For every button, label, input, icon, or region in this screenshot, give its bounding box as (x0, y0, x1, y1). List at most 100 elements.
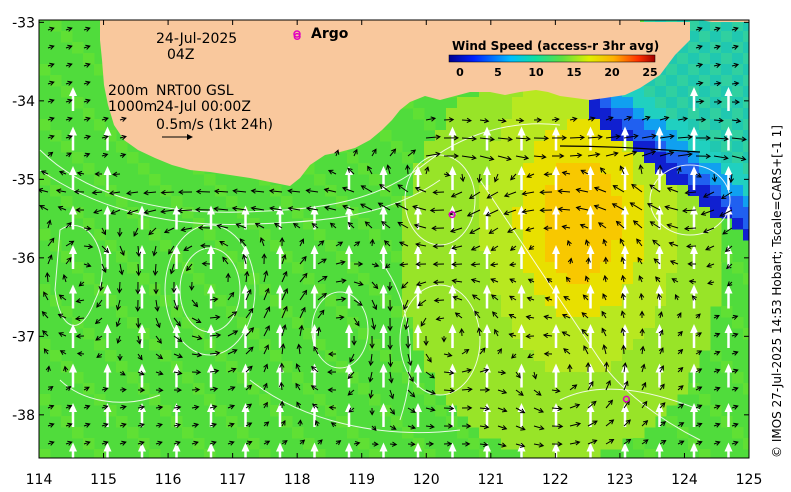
current-arrow (478, 173, 481, 183)
current-arrow (59, 171, 67, 175)
current-arrow (600, 167, 607, 175)
current-arrow-head (211, 440, 217, 446)
current-arrow-head (447, 423, 454, 429)
speed-cell (644, 273, 656, 285)
speed-cell (468, 317, 480, 329)
speed-cell (204, 174, 216, 186)
current-arrow (725, 245, 733, 252)
current-arrow-head (489, 136, 495, 142)
current-arrow-head (222, 256, 228, 262)
wind-arrow-head (655, 166, 664, 175)
speed-cell (424, 361, 436, 373)
speed-cell (369, 394, 381, 406)
current-arrow-head (201, 261, 207, 267)
speed-cell (479, 372, 491, 384)
current-arrow-head (621, 344, 627, 350)
speed-cell (281, 196, 293, 208)
speed-cell (358, 218, 370, 230)
speed-cell (578, 108, 590, 120)
speed-cell (677, 75, 689, 87)
speed-cell (677, 174, 689, 186)
current-arrow-head (335, 440, 342, 446)
wind-arrow-head (483, 324, 491, 333)
speed-cell (523, 339, 535, 351)
speed-cell (633, 119, 645, 131)
current-arrow-head (526, 173, 532, 178)
speed-cell (600, 361, 612, 373)
current-arrow (569, 384, 577, 391)
current-arrow (677, 167, 681, 175)
current-arrow-head (152, 251, 158, 257)
speed-cell (523, 295, 535, 307)
current-arrow-head (671, 278, 677, 283)
current-arrow (425, 136, 440, 139)
current-arrow (245, 289, 252, 301)
speed-cell (545, 416, 557, 428)
current-arrow-head (313, 345, 319, 352)
current-arrow (209, 334, 221, 337)
current-arrow (116, 299, 121, 310)
speed-cell (523, 383, 535, 395)
current-arrow (580, 224, 589, 229)
current-arrow-head (321, 258, 327, 264)
speed-cell (644, 262, 656, 274)
current-arrow-head (152, 270, 159, 276)
speed-cell (523, 240, 535, 252)
wind-arrow-head (414, 245, 422, 254)
current-arrow-head (581, 328, 587, 335)
current-arrow-head (301, 255, 307, 262)
wind-arrow-head (138, 284, 146, 294)
speed-cell (468, 108, 480, 120)
speed-cell (248, 273, 260, 285)
speed-cell (589, 152, 601, 164)
speed-cell (699, 306, 711, 318)
current-arrow-head (518, 117, 525, 123)
current-arrow (245, 403, 252, 409)
current-arrow (178, 209, 193, 212)
speed-cell (655, 350, 667, 362)
current-arrow-head (497, 348, 502, 354)
current-arrow (467, 209, 481, 217)
speed-cell (292, 262, 304, 274)
current-arrow-head (515, 373, 521, 379)
speed-cell (512, 141, 524, 153)
speed-cell (490, 284, 502, 296)
wind-arrow-head (552, 284, 560, 294)
current-arrow-head (340, 296, 347, 302)
current-arrow (83, 263, 91, 267)
current-arrow-head (357, 300, 363, 306)
current-arrow-head (503, 210, 509, 216)
current-arrow-head (235, 223, 241, 228)
current-arrow-head (429, 423, 435, 430)
current-arrow-head (543, 314, 549, 320)
current-arrow-head (281, 324, 287, 330)
current-arrow (335, 316, 344, 319)
wind-arrow-head (586, 205, 595, 215)
current-arrow (622, 293, 625, 301)
current-arrow-head (652, 239, 658, 245)
current-arrow-head (476, 177, 483, 184)
current-arrow (497, 443, 506, 447)
speed-cell (226, 306, 238, 318)
current-arrow-head (398, 241, 405, 247)
current-arrow (209, 298, 218, 301)
current-arrow (515, 119, 524, 122)
current-arrow-head (489, 155, 495, 162)
speed-cell (710, 152, 722, 164)
wind-arrow-head (379, 363, 388, 373)
speed-cell (589, 328, 601, 340)
speed-cell (578, 218, 590, 230)
current-arrow (677, 117, 688, 121)
speed-cell (292, 427, 304, 439)
speed-cell (622, 97, 634, 109)
speed-cell (633, 174, 645, 186)
current-arrow-head (679, 440, 685, 446)
current-arrow (526, 227, 535, 231)
current-arrow-head (716, 80, 722, 87)
wind-arrow-head (138, 324, 146, 333)
current-arrow-head (451, 278, 457, 284)
wind-arrow-head (103, 205, 112, 215)
current-arrow-head (484, 405, 491, 412)
speed-cell (204, 394, 216, 406)
speed-cell (193, 438, 205, 450)
